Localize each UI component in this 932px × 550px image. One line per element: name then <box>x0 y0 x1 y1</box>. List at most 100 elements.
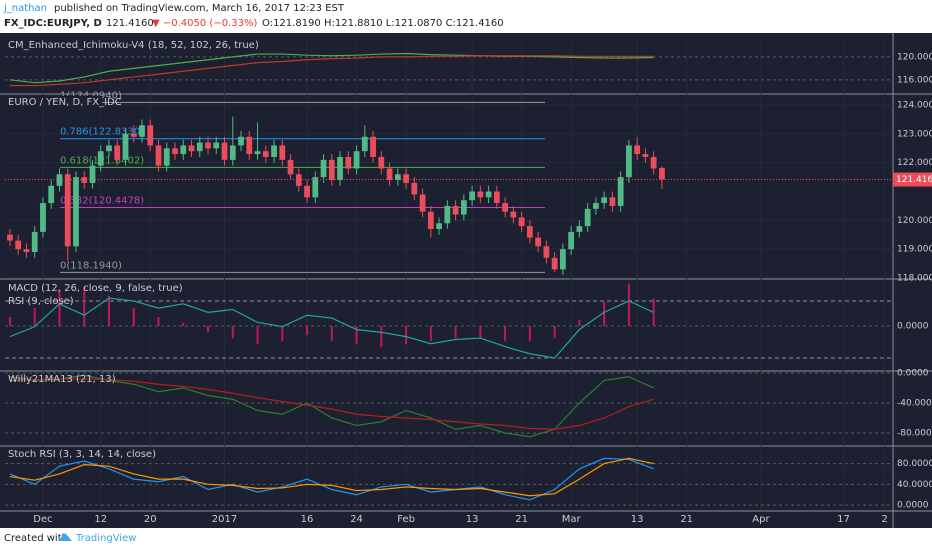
candle-body <box>444 205 451 224</box>
pane-title: Willy21MA13 (21, 13) <box>8 374 116 385</box>
candle-body <box>287 159 294 175</box>
candle-body <box>650 156 657 169</box>
last-price-label: 121.4160 <box>896 175 932 185</box>
candle-body <box>576 226 583 232</box>
series-line <box>9 374 654 438</box>
candle-body <box>147 125 154 146</box>
y-tick-label: 120.0000 <box>897 52 932 62</box>
pane-title: EURO / YEN, D, FX_IDC <box>8 97 122 108</box>
candle-body <box>139 125 145 137</box>
candle-body <box>427 211 434 230</box>
candle-body <box>40 203 46 232</box>
created-with: Created with <box>4 533 68 544</box>
candle-body <box>320 159 327 178</box>
candle-body <box>452 205 459 215</box>
fib-label: 0(118.1940) <box>60 260 122 271</box>
candle-body <box>106 145 112 152</box>
candle-body <box>518 217 525 227</box>
candle-body <box>15 240 22 250</box>
pane-title: CM_Enhanced_Ichimoku-V4 (18, 52, 102, 26… <box>8 40 259 51</box>
candle-body <box>403 174 409 183</box>
pane-title: Stoch RSI (3, 3, 14, 14, close) <box>8 449 156 460</box>
candle-body <box>617 177 624 206</box>
candle-body <box>180 145 187 155</box>
fib-label: 0.786(122.8330) <box>60 127 144 138</box>
candle-body <box>295 174 302 186</box>
last-price-box <box>893 172 932 187</box>
y-tick-label: 116.0000 <box>897 75 932 85</box>
x-tick-label: 21 <box>515 514 528 525</box>
y-tick-label: 120.0000 <box>897 216 932 226</box>
candle-body <box>634 145 641 155</box>
x-tick-label: 2 <box>882 514 888 525</box>
candle-body <box>543 246 550 258</box>
last: 121.4160 <box>106 18 154 29</box>
candle-body <box>659 167 665 180</box>
series-line <box>9 297 654 359</box>
candle-body <box>89 165 96 183</box>
candle-body <box>205 142 211 149</box>
x-tick-label: 20 <box>144 514 157 525</box>
y-tick-label: 0.0000 <box>897 322 929 332</box>
candle-body <box>279 145 286 160</box>
brand[interactable]: TradingView <box>75 533 136 544</box>
candle-body <box>97 151 104 166</box>
y-tick-label: 80.0000 <box>897 459 932 469</box>
candle-body <box>213 142 220 149</box>
candle-body <box>130 133 137 137</box>
candle-body <box>477 191 484 198</box>
series-line <box>9 55 654 87</box>
x-tick-label: 2017 <box>212 514 237 525</box>
x-tick-label: Feb <box>397 514 415 525</box>
fib-label: 0.382(120.4478) <box>60 195 144 206</box>
candle-body <box>221 142 228 160</box>
candle-body <box>155 145 162 166</box>
candle-body <box>196 142 203 152</box>
candle-body <box>419 194 426 212</box>
candle-body <box>568 231 575 250</box>
candle-body <box>601 197 608 204</box>
candle-body <box>510 211 517 218</box>
author[interactable]: j_nathan <box>3 3 47 14</box>
x-tick-label: 17 <box>837 514 850 525</box>
x-tick-label: 16 <box>301 514 314 525</box>
candle-body <box>73 177 79 247</box>
y-tick-label: 122.0000 <box>897 158 932 168</box>
candle-body <box>81 177 88 183</box>
candle-body <box>172 148 178 155</box>
y-tick-label: -40.0000 <box>897 398 932 408</box>
candle-body <box>229 145 236 160</box>
candle-body <box>609 197 616 206</box>
candle-body <box>584 208 591 227</box>
candle-body <box>163 148 170 166</box>
fib-label: 1(124.0940) <box>60 90 122 101</box>
candle-body <box>626 145 632 178</box>
candle-body <box>502 203 509 212</box>
legend-entry: MACD (12, 26, close, 9, false, true) <box>8 283 183 294</box>
candle-body <box>560 249 566 270</box>
x-tick-label: 13 <box>631 514 644 525</box>
x-tick-label: Dec <box>33 514 52 525</box>
candle-body <box>271 145 277 157</box>
x-tick-label: 21 <box>680 514 693 525</box>
y-tick-label: 118.0000 <box>897 274 932 284</box>
series-line <box>9 378 654 430</box>
x-tick-label: 12 <box>94 514 107 525</box>
candle-body <box>238 136 244 146</box>
y-tick-label: 0.0000 <box>897 368 929 378</box>
candle-body <box>485 191 492 198</box>
legend-bg <box>6 96 102 108</box>
y-tick-label: 119.0000 <box>897 245 932 255</box>
series-line <box>9 52 654 84</box>
x-tick-label: Apr <box>752 514 770 525</box>
candle-body <box>386 168 393 181</box>
candle-body <box>304 185 310 198</box>
change: ▼ −0.4050 (−0.33%) <box>152 18 257 29</box>
candle-body <box>246 136 253 155</box>
candle-body <box>436 223 442 230</box>
candle-body <box>642 154 649 157</box>
y-tick-label: 0.0000 <box>897 501 929 511</box>
candle-body <box>378 156 385 169</box>
ohlc: O:121.8190 H:121.8810 L:121.0870 C:121.4… <box>262 18 504 29</box>
candle-body <box>460 200 467 215</box>
